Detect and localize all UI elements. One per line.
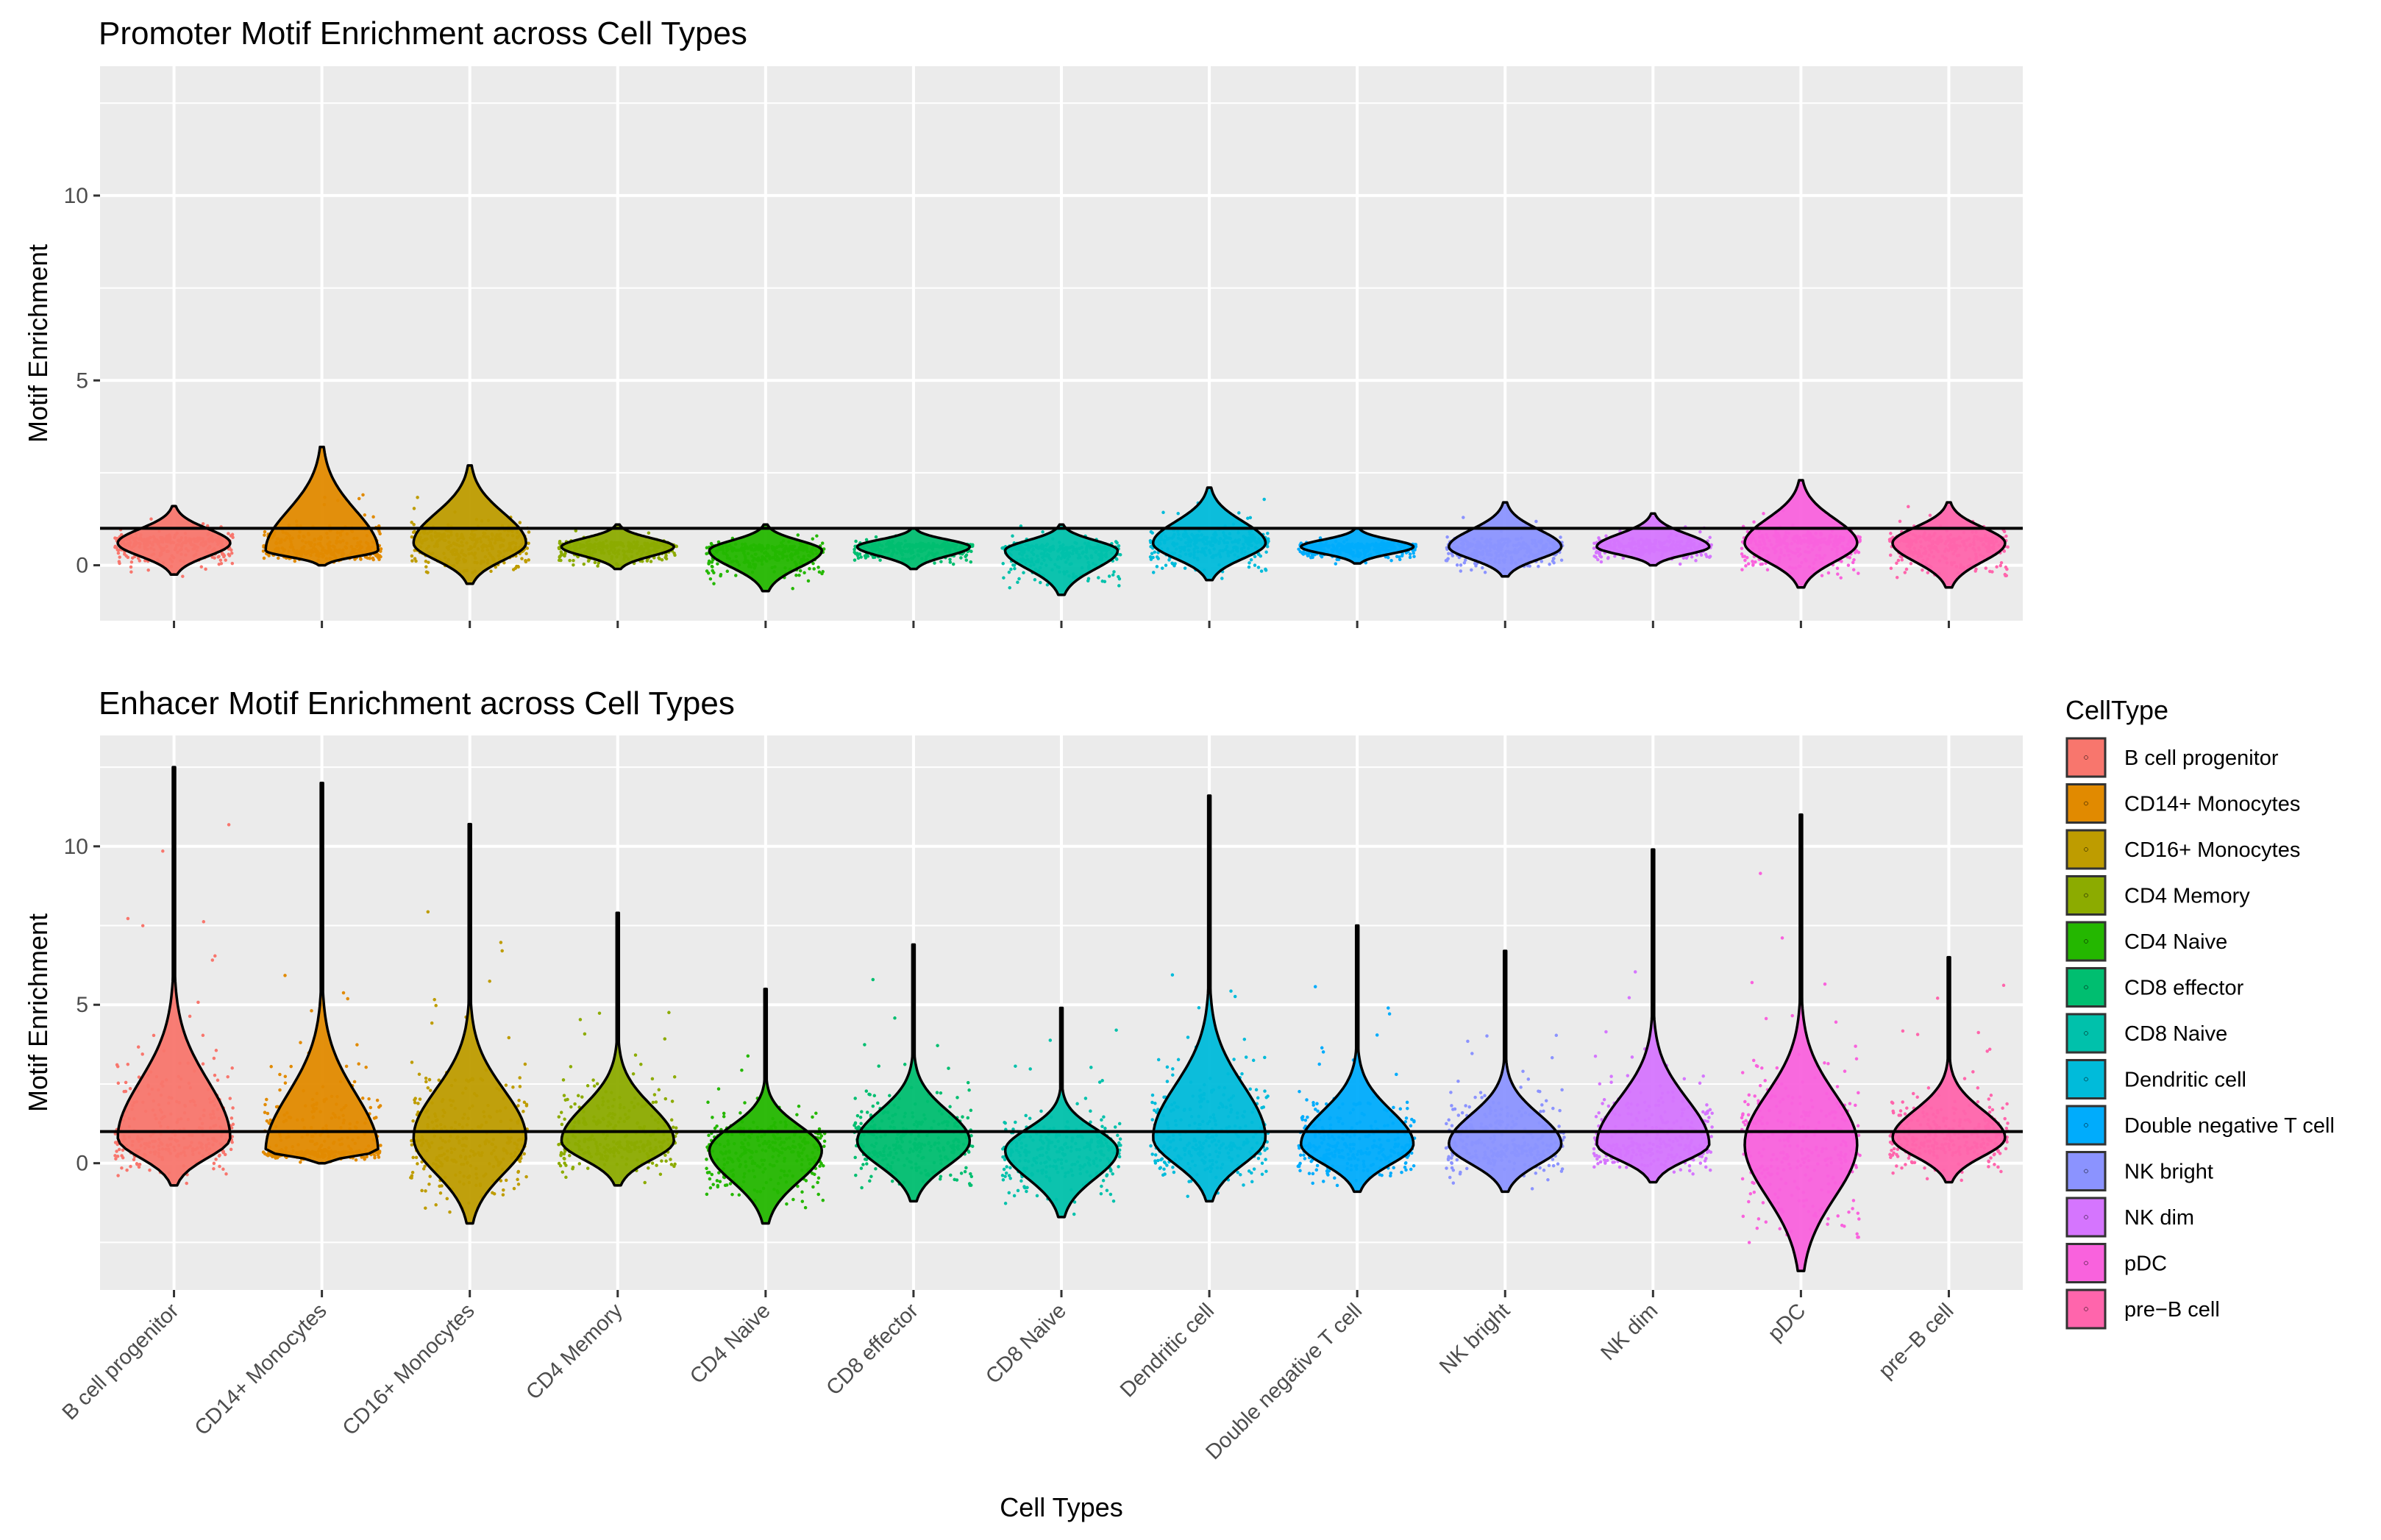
legend-label-b-cell-progenitor: B cell progenitor bbox=[2124, 746, 2279, 770]
legend-point-cd4-naive bbox=[2084, 939, 2088, 944]
legend-title: CellType bbox=[2065, 695, 2168, 725]
legend-label-cd8-effector: CD8 effector bbox=[2124, 977, 2244, 1000]
violin-cd4-memory bbox=[560, 523, 675, 571]
x-tick-label: B cell progenitor bbox=[58, 1299, 184, 1425]
legend-label-cd14-monocytes: CD14+ Monocytes bbox=[2124, 793, 2300, 816]
enhancer-y-axis-title: Motif Enrichment bbox=[23, 913, 53, 1112]
legend-label-nk-dim: NK dim bbox=[2124, 1206, 2194, 1230]
violin-pdc bbox=[1743, 479, 1859, 589]
y-tick-label: 0 bbox=[76, 554, 88, 578]
violin-pdc bbox=[1743, 813, 1859, 1272]
legend-point-cd8-effector bbox=[2084, 985, 2088, 990]
enhancer-x-axis: B cell progenitor CD14+ Monocytes CD16+ Mo… bbox=[58, 1290, 1958, 1464]
violin-nk-bright bbox=[1448, 501, 1563, 578]
violin-dendritic-cell bbox=[1152, 794, 1267, 1203]
violin-cd14-monocytes bbox=[264, 445, 380, 567]
legend-label-cd8-naive: CD8 Naive bbox=[2124, 1022, 2227, 1046]
enhancer-y-axis: 0 5 10 bbox=[64, 835, 100, 1176]
violin-cd8-naive bbox=[1003, 1006, 1120, 1219]
y-tick-label: 5 bbox=[76, 368, 88, 393]
legend-point-cd8-naive bbox=[2084, 1031, 2088, 1035]
violin-cd4-memory bbox=[560, 911, 675, 1187]
x-tick-label: CD8 effector bbox=[822, 1299, 924, 1400]
y-tick-label: 0 bbox=[76, 1152, 88, 1176]
legend-label-cd4-naive: CD4 Naive bbox=[2124, 930, 2227, 954]
promoter-panel-title: Promoter Motif Enrichment across Cell Ty… bbox=[99, 15, 747, 51]
x-tick-label: pre−B cell bbox=[1874, 1299, 1958, 1383]
violin-dendritic-cell bbox=[1151, 486, 1267, 582]
promoter-x-axis bbox=[173, 621, 1950, 628]
x-tick-label: Double negative T cell bbox=[1201, 1299, 1367, 1464]
legend-point-nk-bright bbox=[2084, 1169, 2088, 1174]
legend-point-pdc bbox=[2084, 1261, 2088, 1266]
x-tick-label: CD16+ Monocytes bbox=[338, 1299, 480, 1440]
x-tick-label: NK dim bbox=[1596, 1299, 1662, 1365]
legend-label-pdc: pDC bbox=[2124, 1252, 2167, 1276]
legend-point-cd4-memory bbox=[2084, 893, 2088, 898]
legend: CellType B cell progenitor CD14+ Monocyte… bbox=[2065, 695, 2335, 1330]
legend-point-cd16-monocytes bbox=[2084, 847, 2088, 852]
x-tick-label: Dendritic cell bbox=[1116, 1299, 1219, 1402]
y-tick-label: 10 bbox=[64, 835, 88, 859]
promoter-violins bbox=[116, 445, 2007, 596]
x-tick-label: NK bright bbox=[1435, 1299, 1515, 1378]
violin-double-negative-t-cell bbox=[1300, 924, 1415, 1194]
legend-point-cd14-monocytes bbox=[2084, 801, 2088, 806]
enhancer-panel-title: Enhacer Motif Enrichment across Cell Typ… bbox=[99, 685, 735, 721]
enhancer-panel: Enhacer Motif Enrichment across Cell Typ… bbox=[23, 685, 2023, 1464]
violin-cd16-monocytes bbox=[412, 464, 527, 585]
violin-pre-b-cell bbox=[1891, 501, 2007, 589]
violin-pre-b-cell bbox=[1891, 955, 2007, 1184]
legend-point-double-negative-t-cell bbox=[2084, 1123, 2088, 1127]
legend-point-nk-dim bbox=[2084, 1215, 2088, 1219]
violin-cd4-naive bbox=[708, 987, 823, 1225]
legend-label-cd4-memory: CD4 Memory bbox=[2124, 885, 2250, 908]
x-tick-label: pDC bbox=[1764, 1299, 1811, 1346]
promoter-y-axis: 0 5 10 bbox=[64, 184, 100, 578]
violin-cd8-naive bbox=[1003, 523, 1120, 596]
violin-nk-dim bbox=[1595, 512, 1711, 567]
x-tick-label: CD4 Naive bbox=[686, 1299, 775, 1389]
legend-label-double-negative-t-cell: Double negative T cell bbox=[2124, 1114, 2335, 1138]
violin-cd4-naive bbox=[708, 523, 824, 593]
violin-b-cell-progenitor bbox=[116, 505, 232, 576]
legend-point-b-cell-progenitor bbox=[2084, 755, 2088, 760]
promoter-panel: Promoter Motif Enrichment across Cell Ty… bbox=[23, 15, 2023, 628]
y-tick-label: 10 bbox=[64, 184, 88, 208]
legend-label-pre-b-cell: pre−B cell bbox=[2124, 1298, 2220, 1322]
violin-cd14-monocytes bbox=[264, 781, 380, 1165]
violin-nk-dim bbox=[1595, 848, 1711, 1184]
legend-label-nk-bright: NK bright bbox=[2124, 1161, 2213, 1184]
violin-cd16-monocytes bbox=[412, 822, 527, 1225]
x-tick-label: CD4 Memory bbox=[522, 1299, 627, 1405]
violin-b-cell-progenitor bbox=[116, 766, 232, 1187]
violin-cd8-effector bbox=[855, 943, 972, 1203]
x-tick-label: CD14+ Monocytes bbox=[191, 1299, 332, 1440]
legend-label-dendritic-cell: Dendritic cell bbox=[2124, 1069, 2246, 1092]
legend-label-cd16-monocytes: CD16+ Monocytes bbox=[2124, 838, 2300, 862]
y-tick-label: 5 bbox=[76, 993, 88, 1017]
promoter-y-axis-title: Motif Enrichment bbox=[23, 244, 53, 443]
x-tick-label: CD8 Naive bbox=[981, 1299, 1071, 1389]
x-axis-title: Cell Types bbox=[1000, 1492, 1122, 1522]
legend-point-dendritic-cell bbox=[2084, 1077, 2088, 1082]
legend-point-pre-b-cell bbox=[2084, 1307, 2088, 1311]
